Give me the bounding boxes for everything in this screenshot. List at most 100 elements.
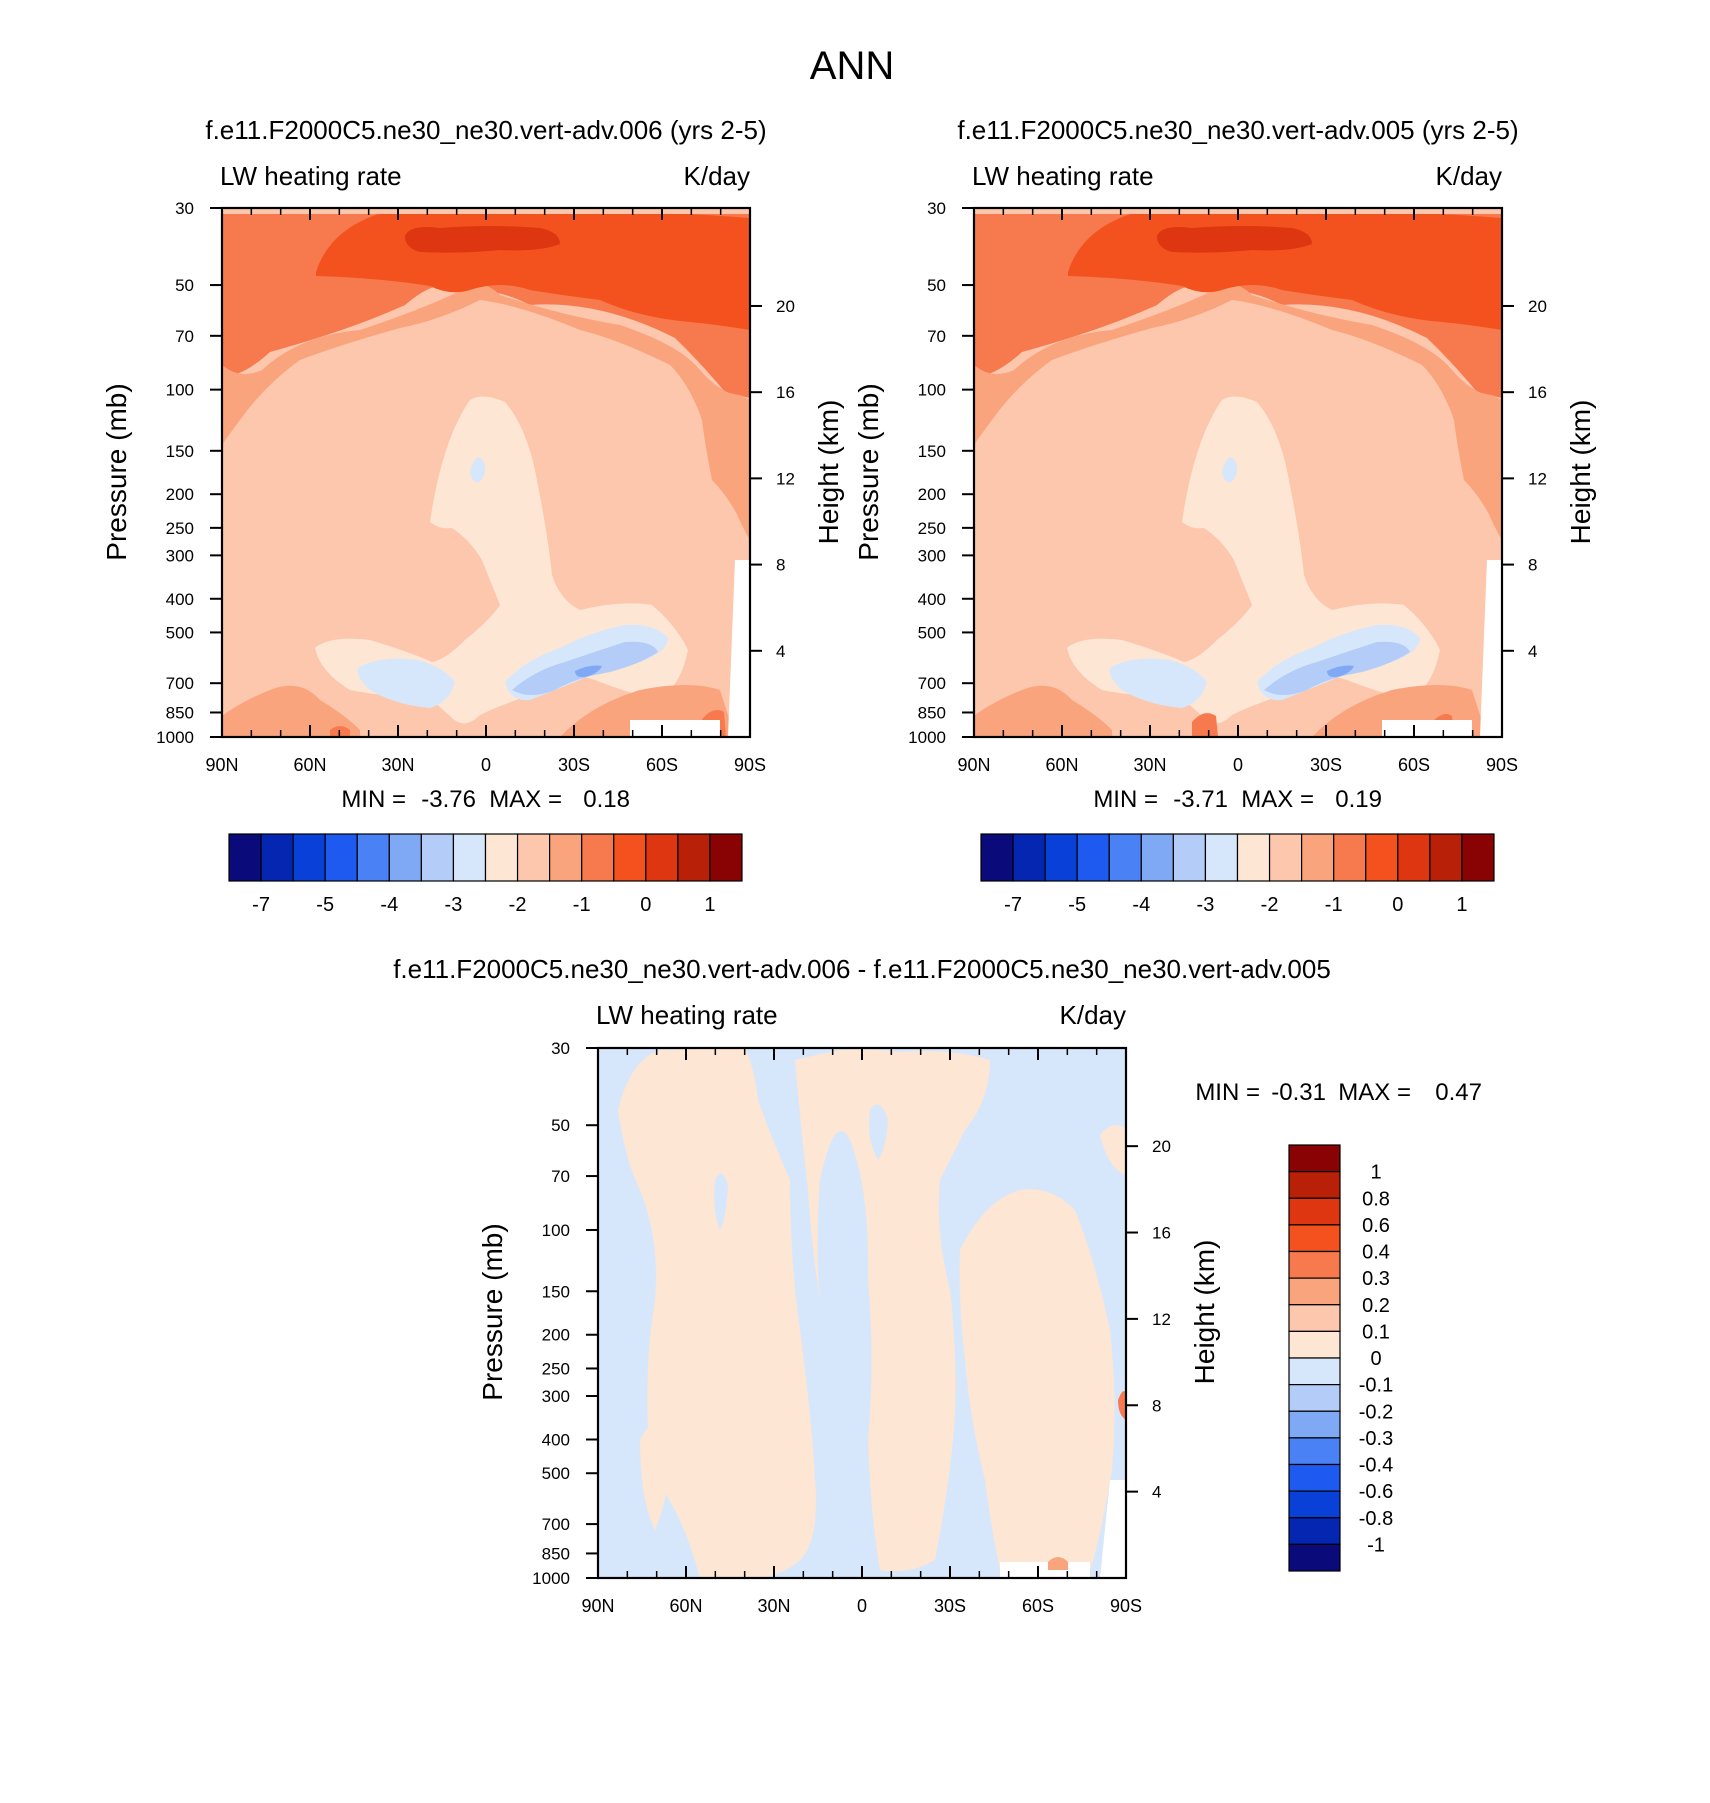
panel-a-variable: LW heating rate bbox=[220, 161, 402, 191]
colorbar-label: -5 bbox=[316, 894, 334, 916]
y-right-tick-label: 8 bbox=[1152, 1396, 1161, 1415]
y-right-tick-label: 8 bbox=[1528, 556, 1537, 575]
y-tick-label: 300 bbox=[166, 546, 194, 565]
colorbar-swatch bbox=[1288, 1330, 1341, 1359]
colorbar-swatch bbox=[1461, 833, 1495, 882]
colorbar-label: -5 bbox=[1068, 894, 1086, 916]
y-right-tick-label: 8 bbox=[776, 556, 785, 575]
y-tick-label: 30 bbox=[175, 199, 194, 218]
colorbar-swatch bbox=[1288, 1490, 1341, 1519]
panel-b-units: K/day bbox=[1436, 161, 1503, 191]
y-tick-label: 1000 bbox=[156, 728, 194, 747]
y-tick-label: 700 bbox=[166, 674, 194, 693]
panel-b-max-value: 0.19 bbox=[1335, 786, 1382, 813]
panel-a-field bbox=[222, 208, 750, 737]
colorbar-swatch bbox=[613, 833, 647, 882]
y-tick-label: 100 bbox=[542, 1221, 570, 1240]
y-tick-label: 850 bbox=[918, 703, 946, 722]
colorbar-swatch bbox=[709, 833, 743, 882]
colorbar-swatch bbox=[1333, 833, 1367, 882]
y-tick-label: 70 bbox=[551, 1167, 570, 1186]
panel-b: f.e11.F2000C5.ne30_ne30.vert-adv.005 (yr… bbox=[853, 115, 1596, 916]
y-tick-label: 200 bbox=[166, 485, 194, 504]
x-tick-label: 90N bbox=[581, 1596, 614, 1616]
panel-b-min-value: -3.71 bbox=[1173, 786, 1228, 813]
panel-a-units: K/day bbox=[684, 161, 751, 191]
x-tick-label: 90S bbox=[734, 755, 766, 775]
x-tick-label: 30S bbox=[934, 1596, 966, 1616]
x-tick-label: 60N bbox=[669, 1596, 702, 1616]
panel-b-ylabel-right: Height (km) bbox=[1565, 400, 1596, 545]
colorbar-label: 0.3 bbox=[1362, 1268, 1390, 1290]
colorbar-label: 1 bbox=[704, 894, 715, 916]
y-right-tick-label: 4 bbox=[1152, 1483, 1161, 1502]
colorbar-swatch bbox=[420, 833, 455, 882]
x-tick-label: 0 bbox=[1233, 755, 1243, 775]
colorbar-swatch bbox=[1012, 833, 1046, 882]
colorbar-label: -0.1 bbox=[1359, 1375, 1393, 1397]
panel-b-title: f.e11.F2000C5.ne30_ne30.vert-adv.005 (yr… bbox=[957, 115, 1518, 145]
y-right-tick-label: 20 bbox=[776, 297, 795, 316]
colorbar-label: -4 bbox=[380, 894, 398, 916]
panel-c: f.e11.F2000C5.ne30_ne30.vert-adv.006 - f… bbox=[393, 954, 1482, 1616]
colorbar-label: 0.6 bbox=[1362, 1215, 1390, 1237]
panel-c-variable: LW heating rate bbox=[596, 1000, 778, 1030]
x-tick-label: 30S bbox=[1310, 755, 1342, 775]
y-tick-label: 500 bbox=[542, 1464, 570, 1483]
colorbar-swatch bbox=[1365, 833, 1399, 882]
y-right-tick-label: 12 bbox=[1152, 1310, 1171, 1329]
y-tick-label: 50 bbox=[551, 1116, 570, 1135]
colorbar-swatch bbox=[1288, 1357, 1341, 1386]
colorbar-swatch bbox=[1204, 833, 1239, 882]
y-tick-label: 100 bbox=[166, 381, 194, 400]
y-tick-label: 30 bbox=[927, 199, 946, 218]
colorbar-swatch bbox=[228, 833, 262, 882]
colorbar-swatch bbox=[1429, 833, 1463, 882]
colorbar-label: 1 bbox=[1370, 1162, 1381, 1184]
y-tick-label: 400 bbox=[166, 590, 194, 609]
colorbar-label: -0.8 bbox=[1359, 1508, 1393, 1530]
colorbar-swatch bbox=[1076, 833, 1110, 882]
colorbar-swatch bbox=[581, 833, 615, 882]
y-right-tick-label: 20 bbox=[1152, 1137, 1171, 1156]
y-right-tick-label: 12 bbox=[1528, 469, 1547, 488]
y-tick-label: 400 bbox=[542, 1431, 570, 1450]
panel-b-ylabel: Pressure (mb) bbox=[853, 383, 884, 560]
y-tick-label: 250 bbox=[166, 519, 194, 538]
y-tick-label: 500 bbox=[918, 623, 946, 642]
colorbar-label: -1 bbox=[573, 894, 591, 916]
y-tick-label: 50 bbox=[927, 276, 946, 295]
y-tick-label: 250 bbox=[918, 519, 946, 538]
colorbar-label: -0.3 bbox=[1359, 1428, 1393, 1450]
colorbar-swatch bbox=[1288, 1224, 1341, 1253]
colorbar-swatch bbox=[1108, 833, 1142, 882]
colorbar-label: -1 bbox=[1367, 1534, 1385, 1556]
colorbar-swatch bbox=[324, 833, 358, 882]
y-right-tick-label: 16 bbox=[776, 383, 795, 402]
y-tick-label: 300 bbox=[542, 1387, 570, 1406]
y-tick-label: 70 bbox=[175, 327, 194, 346]
colorbar-swatch bbox=[516, 833, 551, 882]
x-tick-label: 60S bbox=[1398, 755, 1430, 775]
y-tick-label: 150 bbox=[166, 442, 194, 461]
panel-c-title: f.e11.F2000C5.ne30_ne30.vert-adv.006 - f… bbox=[393, 954, 1331, 984]
panel-a-min-value: -3.76 bbox=[421, 786, 476, 813]
panel-b-colorbar: -7 -5 -4 -3 -2 -1 0 1 bbox=[980, 833, 1495, 916]
x-tick-label: 30N bbox=[381, 755, 414, 775]
y-right-tick-label: 4 bbox=[776, 642, 785, 661]
panel-b-axes: 90N 60N 30N 0 30S 60S 90S 30 50 70 100 150 200 250 300… bbox=[908, 199, 1547, 775]
y-tick-label: 400 bbox=[918, 590, 946, 609]
x-tick-label: 60S bbox=[1022, 1596, 1054, 1616]
colorbar-label: -2 bbox=[509, 894, 527, 916]
x-tick-label: 60N bbox=[1045, 755, 1078, 775]
panel-b-min-label: MIN = bbox=[1093, 786, 1158, 813]
colorbar-swatch bbox=[1172, 833, 1207, 882]
colorbar-swatch bbox=[452, 833, 487, 882]
y-tick-label: 200 bbox=[542, 1326, 570, 1345]
colorbar-swatch bbox=[1140, 833, 1174, 882]
colorbar-swatch bbox=[1044, 833, 1078, 882]
colorbar-swatch bbox=[1268, 833, 1303, 882]
colorbar-label: 0.2 bbox=[1362, 1295, 1390, 1317]
y-tick-label: 150 bbox=[542, 1282, 570, 1301]
